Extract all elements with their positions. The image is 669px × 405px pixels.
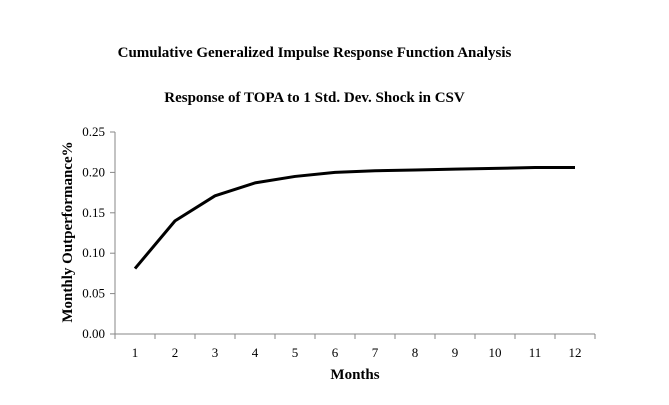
x-tick-label: 7 [372,345,379,360]
chart-subtitle: Response of TOPA to 1 Std. Dev. Shock in… [164,90,465,106]
series-group [133,166,575,270]
x-tick-label: 12 [569,345,582,360]
x-axis-title: Months [330,367,379,383]
y-tick-label: 0.05 [82,286,105,301]
axes [114,132,595,335]
x-tick-label: 1 [132,345,139,360]
y-tick-label: 0.00 [82,326,105,341]
series-line [133,166,575,270]
x-tick-label: 10 [489,345,502,360]
y-axis-title: Monthly Outperformance% [60,141,76,322]
y-tick-label: 0.15 [82,205,105,220]
x-tick-label: 3 [212,345,219,360]
y-tick-label: 0.10 [82,245,105,260]
x-tick-label: 8 [412,345,419,360]
x-tick-label: 11 [529,345,542,360]
x-tick-label: 6 [332,345,339,360]
chart-title: Cumulative Generalized Impulse Response … [117,45,512,61]
x-tick-label: 4 [252,345,259,360]
y-tick-label: 0.20 [82,164,105,179]
x-axis-ticks: 1 2 3 4 5 6 7 8 9 10 11 12 [114,334,596,360]
y-axis-ticks: 0.00 0.05 0.10 0.15 0.20 0.25 [82,124,115,341]
x-tick-label: 5 [292,345,299,360]
x-tick-label: 2 [172,345,179,360]
x-tick-label: 9 [452,345,459,360]
y-tick-label: 0.25 [82,124,105,139]
